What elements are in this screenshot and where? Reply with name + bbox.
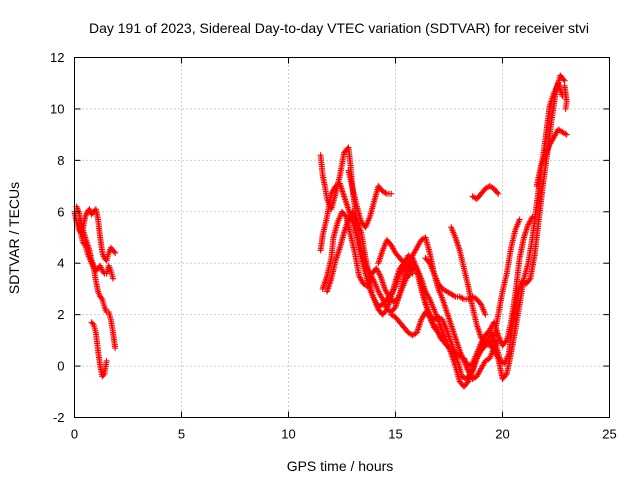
data-point xyxy=(529,213,536,220)
data-point xyxy=(526,276,533,283)
data-point xyxy=(494,189,501,196)
data-points xyxy=(71,72,570,390)
y-tick-label: 4 xyxy=(57,256,64,271)
data-point xyxy=(388,190,395,197)
data-point xyxy=(502,372,509,379)
grid xyxy=(74,57,610,418)
data-point xyxy=(382,189,389,196)
data-point xyxy=(562,130,569,137)
data-point xyxy=(100,269,107,276)
x-tick-label: 25 xyxy=(602,427,616,442)
y-axis: -2 0 2 4 6 8 10 12 xyxy=(50,50,610,425)
data-point xyxy=(409,270,416,277)
data-point xyxy=(495,190,502,197)
y-tick-label: 2 xyxy=(57,307,64,322)
plot-frame xyxy=(74,57,610,418)
data-point xyxy=(560,76,567,83)
x-tick-label: 15 xyxy=(388,427,402,442)
data-point xyxy=(450,292,457,299)
y-tick-label: 12 xyxy=(50,50,64,65)
data-point xyxy=(563,131,570,138)
x-axis-label: GPS time / hours xyxy=(287,458,394,474)
chart-title: Day 191 of 2023, Sidereal Day-to-day VTE… xyxy=(89,20,589,36)
x-tick-label: 10 xyxy=(281,427,295,442)
data-point xyxy=(112,249,119,256)
x-tick-label: 20 xyxy=(495,427,509,442)
x-tick-label: 5 xyxy=(178,427,185,442)
data-point xyxy=(342,212,349,219)
y-tick-label: -2 xyxy=(53,410,65,425)
y-tick-label: 10 xyxy=(50,101,64,116)
data-point xyxy=(561,77,568,84)
x-tick-label: 0 xyxy=(71,427,78,442)
data-point xyxy=(81,240,88,247)
data-point xyxy=(459,295,466,302)
data-point xyxy=(482,311,489,318)
data-point xyxy=(111,248,118,255)
y-tick-label: 6 xyxy=(57,204,64,219)
y-tick-label: 8 xyxy=(57,153,64,168)
y-axis-label: SDTVAR / TECUs xyxy=(6,182,22,294)
y-tick-label: 0 xyxy=(57,359,64,374)
data-point xyxy=(562,105,569,112)
data-point xyxy=(516,216,523,223)
data-point xyxy=(98,294,105,301)
data-point xyxy=(103,357,110,364)
data-point xyxy=(502,338,509,345)
data-point xyxy=(439,337,446,344)
data-point xyxy=(112,345,119,352)
x-axis: 0 5 10 15 20 25 xyxy=(71,57,617,442)
data-point xyxy=(100,372,107,379)
data-point xyxy=(110,275,117,282)
data-point xyxy=(89,320,96,327)
